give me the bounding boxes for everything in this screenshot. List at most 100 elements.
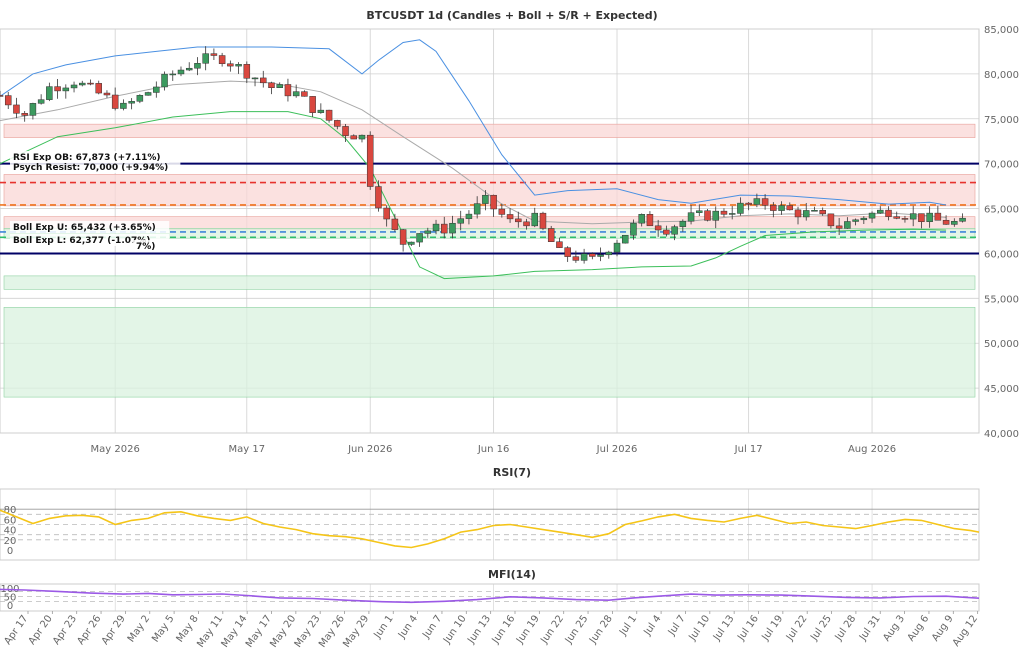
candle-body	[671, 226, 678, 235]
candle-body	[778, 205, 785, 211]
price-ytick-label: 50,000	[984, 339, 1019, 350]
candle-body	[959, 217, 966, 222]
candle-body	[934, 212, 942, 221]
price-xtick-label: May 2026	[91, 444, 140, 455]
mfi-xtick-label: Apr 23	[51, 613, 79, 647]
candle-body	[704, 210, 711, 221]
mfi-xtick-label: Apr 29	[100, 613, 128, 647]
candle-body	[663, 229, 670, 235]
candle-body	[646, 214, 654, 227]
candle-body	[852, 219, 859, 222]
candle-body	[416, 233, 423, 243]
mfi-xtick-label: Aug 9	[930, 613, 956, 643]
mfi-xtick-label: Jul 28	[833, 613, 859, 643]
annotation-label: Psych Resist: 70,000 (+9.94%)	[13, 163, 168, 173]
candle-body	[95, 83, 102, 94]
candle-body	[835, 225, 843, 229]
candle-body	[87, 82, 94, 85]
candle-body	[827, 213, 835, 227]
price-xtick-label: Jun 2026	[347, 444, 392, 455]
candle-body	[399, 229, 407, 245]
price-ytick-label: 75,000	[984, 115, 1019, 126]
candle-body	[136, 95, 144, 102]
candle-body	[654, 225, 662, 231]
candle-body	[465, 213, 473, 219]
candle-body	[811, 210, 818, 212]
candle-body	[120, 102, 127, 109]
candle-body	[29, 103, 37, 116]
candle-body	[893, 216, 900, 219]
candle-body	[605, 251, 613, 256]
candle-body	[926, 212, 933, 222]
rsi-ytick-label: 40	[4, 526, 17, 537]
candle-body	[506, 214, 514, 220]
mfi-xtick-label: May 5	[150, 613, 176, 644]
price-xtick-label: Aug 2026	[848, 444, 896, 455]
candle-body	[161, 73, 168, 88]
candle-body	[531, 212, 538, 227]
candle-body	[498, 208, 506, 215]
support-zone	[3, 228, 976, 239]
candle-body	[441, 223, 448, 234]
rsi-plot-frame	[0, 488, 980, 561]
candle-body	[819, 210, 826, 215]
price-ytick-label: 45,000	[984, 384, 1019, 395]
candle-body	[218, 55, 226, 64]
candle-body	[745, 202, 752, 205]
candle-body	[243, 64, 251, 79]
candle-body	[860, 217, 868, 221]
rsi-ytick-label: 0	[7, 546, 13, 557]
candle-body	[802, 210, 810, 218]
annotation-label: Boll Exp U: 65,432 (+3.65%)	[13, 223, 156, 233]
bollinger-lower-line	[0, 111, 947, 280]
price-ytick-label: 40,000	[984, 429, 1019, 440]
candle-body	[868, 212, 876, 219]
candle-body	[572, 256, 580, 261]
candle-body	[284, 84, 292, 97]
price-ytick-label: 85,000	[984, 25, 1019, 36]
price-ytick-label: 80,000	[984, 70, 1019, 81]
rsi-chart-title: RSI(7)	[493, 466, 531, 479]
mfi-xtick-label: Jul 31	[857, 613, 883, 643]
candle-body	[523, 221, 530, 227]
mfi-xtick-label: Apr 20	[27, 613, 55, 647]
annotation-background	[10, 234, 170, 246]
price-xtick-label: Jul 17	[734, 444, 763, 455]
candle-body	[449, 222, 456, 234]
candle-body	[375, 186, 382, 209]
mfi-xtick-label: Jun 7	[420, 613, 444, 641]
mfi-xtick-label: Jul 16	[735, 613, 761, 643]
mfi-xtick-label: Jul 1	[617, 613, 639, 638]
mfi-xtick-label: Jul 22	[784, 613, 810, 643]
rsi-ytick-label: 60	[4, 515, 17, 526]
mfi-ytick-label: 50	[4, 593, 17, 604]
candle-body	[128, 101, 135, 104]
candle-body	[153, 86, 160, 93]
candle-body	[276, 84, 283, 88]
mfi-xtick-label: Jun 25	[563, 613, 591, 646]
mfi-xtick-label: Jul 7	[666, 613, 688, 638]
mfi-xtick-label: Jul 19	[760, 613, 786, 643]
resistance-zone	[3, 123, 976, 138]
annotation-label: RSI Exp OB: 67,873 (+7.11%)	[13, 153, 161, 163]
candle-body	[62, 87, 70, 92]
support-zone	[3, 275, 976, 290]
candle-body	[227, 63, 234, 67]
mfi-xtick-label: Jul 25	[808, 613, 834, 643]
annotation-label: Boll Exp L: 62,377 (-1.07%)	[13, 236, 150, 246]
candle-body	[194, 63, 201, 69]
mfi-ytick-label: 0	[7, 601, 13, 612]
candle-body	[350, 135, 358, 140]
price-ytick-label: 60,000	[984, 249, 1019, 260]
candle-body	[737, 202, 744, 214]
candle-body	[844, 221, 851, 229]
candle-body	[942, 219, 950, 225]
candle-body	[909, 213, 917, 220]
candle-body	[424, 230, 432, 234]
candle-body	[325, 109, 333, 121]
candle-body	[309, 96, 316, 113]
candle-body	[210, 53, 218, 56]
candle-body	[753, 198, 761, 205]
